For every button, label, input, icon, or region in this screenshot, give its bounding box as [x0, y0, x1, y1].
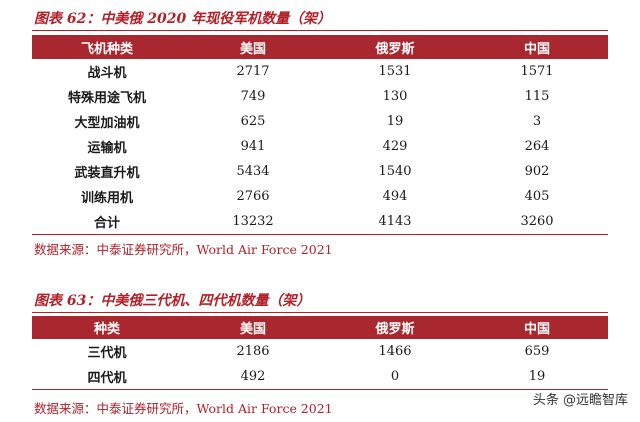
- cell-russia: 130: [382, 89, 408, 104]
- table62-header-china: 中国: [466, 35, 608, 59]
- table62-header-usa: 美国: [182, 35, 324, 59]
- cell-russia: 1531: [378, 64, 412, 79]
- table-row: 训练用机 2766 494 405: [32, 184, 608, 209]
- cell-china: 659: [524, 344, 550, 359]
- table-row-total: 合计 13232 4143 3260: [32, 209, 608, 234]
- cell-russia: 19: [386, 114, 404, 129]
- table63-source-note: 数据来源：中泰证券研究所，World Air Force 2021: [34, 401, 333, 416]
- table63-header-china: 中国: [466, 316, 608, 339]
- cell-russia: 0: [390, 368, 400, 384]
- table62-header-russia: 俄罗斯: [324, 35, 466, 59]
- cell-usa: 749: [240, 89, 266, 104]
- row-label: 三代机: [87, 346, 127, 361]
- table-row: 战斗机 2717 1531 1571: [32, 59, 608, 84]
- cell-russia: 429: [382, 139, 408, 154]
- table-row: 运输机 941 429 264: [32, 134, 608, 159]
- table62-header-row: 飞机种类 美国 俄罗斯 中国: [32, 35, 608, 59]
- table62-source-note: 数据来源：中泰证券研究所，World Air Force 2021: [34, 242, 333, 257]
- row-label: 合计: [93, 215, 120, 231]
- table63-header-row: 种类 美国 俄罗斯 中国: [32, 316, 608, 339]
- cell-usa: 5434: [236, 164, 270, 179]
- table-row: 三代机 2186 1466 659: [32, 339, 608, 364]
- table63-header-type: 种类: [32, 316, 182, 339]
- table62-title-rule: [32, 30, 608, 31]
- table-row: 大型加油机 625 19 3: [32, 109, 608, 134]
- cell-russia: 494: [382, 189, 408, 204]
- table63: 种类 美国 俄罗斯 中国 三代机 2186 1466 659 四代机 492 0…: [32, 316, 608, 390]
- cell-russia: 1466: [378, 344, 412, 359]
- watermark: 头条 @远瞻智库: [533, 389, 628, 408]
- cell-usa: 2186: [236, 344, 270, 359]
- table62: 飞机种类 美国 俄罗斯 中国 战斗机 2717 1531 1571 特殊用途飞机…: [32, 35, 608, 235]
- row-label: 四代机: [87, 370, 127, 386]
- table63-title-rule: [32, 312, 608, 313]
- cell-china: 3260: [520, 213, 554, 229]
- cell-usa: 941: [240, 139, 266, 154]
- row-label: 特殊用途飞机: [67, 91, 146, 106]
- table62-header-type: 飞机种类: [32, 35, 182, 59]
- cell-usa: 13232: [232, 213, 274, 229]
- cell-usa: 625: [240, 114, 266, 129]
- row-label: 战斗机: [87, 66, 127, 81]
- table-row: 武装直升机 5434 1540 902: [32, 159, 608, 184]
- table-row: 四代机 492 0 19: [32, 364, 608, 389]
- cell-china: 19: [528, 368, 546, 384]
- cell-russia: 4143: [378, 213, 412, 229]
- table-row: 特殊用途飞机 749 130 115: [32, 84, 608, 109]
- table63-header-usa: 美国: [182, 316, 324, 339]
- watermark-text: 头条 @远瞻智库: [532, 393, 628, 408]
- cell-usa: 2766: [236, 189, 270, 204]
- row-label: 大型加油机: [74, 116, 140, 131]
- row-label: 训练用机: [80, 191, 133, 206]
- row-label: 武装直升机: [74, 166, 140, 181]
- cell-china: 115: [524, 89, 550, 104]
- cell-china: 264: [524, 139, 550, 154]
- table63-title: 图表 63：中美俄三代机、四代机数量（架）: [34, 293, 311, 309]
- table63-header-russia: 俄罗斯: [324, 316, 466, 339]
- row-label: 运输机: [87, 141, 127, 156]
- cell-russia: 1540: [378, 164, 412, 179]
- cell-china: 3: [532, 114, 542, 129]
- cell-china: 1571: [520, 64, 554, 79]
- cell-china: 405: [524, 189, 550, 204]
- table62-title: 图表 62：中美俄 2020 年现役军机数量（架）: [34, 11, 332, 27]
- cell-china: 902: [524, 164, 550, 179]
- cell-usa: 2717: [236, 64, 270, 79]
- cell-usa: 492: [240, 368, 266, 384]
